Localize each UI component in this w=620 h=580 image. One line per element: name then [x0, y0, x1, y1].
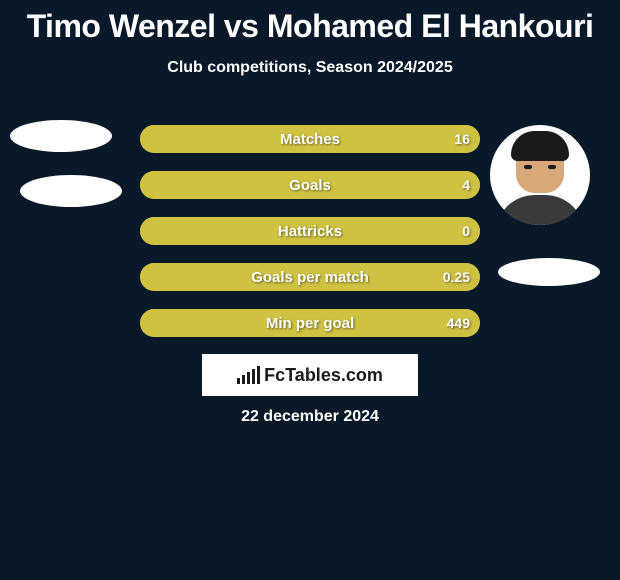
- brand-text: FcTables.com: [264, 365, 383, 386]
- stat-label: Goals: [140, 171, 480, 199]
- brand-bars-icon: [237, 366, 260, 384]
- stat-row: Hattricks0: [140, 217, 480, 245]
- stat-value-right: 16: [454, 125, 470, 153]
- player-right-avatar: [490, 125, 590, 225]
- player-left-avatar-placeholder-2: [20, 175, 122, 207]
- stat-label: Hattricks: [140, 217, 480, 245]
- page-subtitle: Club competitions, Season 2024/2025: [0, 59, 620, 77]
- stat-label: Min per goal: [140, 309, 480, 337]
- stat-value-right: 4: [462, 171, 470, 199]
- brand-badge: FcTables.com: [202, 354, 418, 396]
- page-title: Timo Wenzel vs Mohamed El Hankouri: [0, 0, 620, 45]
- stat-value-right: 449: [447, 309, 470, 337]
- player-left-avatar-placeholder-1: [10, 120, 112, 152]
- stat-label: Goals per match: [140, 263, 480, 291]
- stat-row: Goals per match0.25: [140, 263, 480, 291]
- stat-row: Min per goal449: [140, 309, 480, 337]
- stat-row: Matches16: [140, 125, 480, 153]
- stat-label: Matches: [140, 125, 480, 153]
- stats-container: Matches16 Goals4 Hattricks0 Goals per match…: [140, 125, 480, 355]
- player-right-flag-placeholder: [498, 258, 600, 286]
- stat-row: Goals4: [140, 171, 480, 199]
- stat-value-right: 0.25: [443, 263, 470, 291]
- stat-value-right: 0: [462, 217, 470, 245]
- date-text: 22 december 2024: [0, 408, 620, 426]
